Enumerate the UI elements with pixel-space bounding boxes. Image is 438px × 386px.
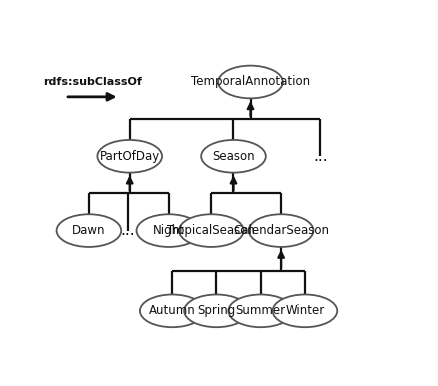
Ellipse shape [97,140,162,173]
Text: rdfs:subClassOf: rdfs:subClassOf [43,77,141,87]
Ellipse shape [184,295,248,327]
Text: Dawn: Dawn [72,224,106,237]
Text: Spring: Spring [197,304,235,317]
Text: TemporalAnnotation: TemporalAnnotation [191,76,309,88]
Text: Autumn: Autumn [148,304,195,317]
Text: PartOfDay: PartOfDay [99,150,159,163]
Text: Winter: Winter [285,304,324,317]
Ellipse shape [57,214,121,247]
Ellipse shape [248,214,313,247]
Ellipse shape [228,295,293,327]
Text: Summer: Summer [235,304,285,317]
Ellipse shape [218,66,282,98]
Ellipse shape [136,214,201,247]
Text: CalendarSeason: CalendarSeason [233,224,328,237]
Ellipse shape [179,214,243,247]
Text: ...: ... [120,223,135,238]
Ellipse shape [272,295,336,327]
Text: TropicalSeason: TropicalSeason [167,224,255,237]
Text: Night: Night [152,224,184,237]
Text: ...: ... [312,149,327,164]
Ellipse shape [201,140,265,173]
Text: Season: Season [212,150,254,163]
Ellipse shape [140,295,204,327]
